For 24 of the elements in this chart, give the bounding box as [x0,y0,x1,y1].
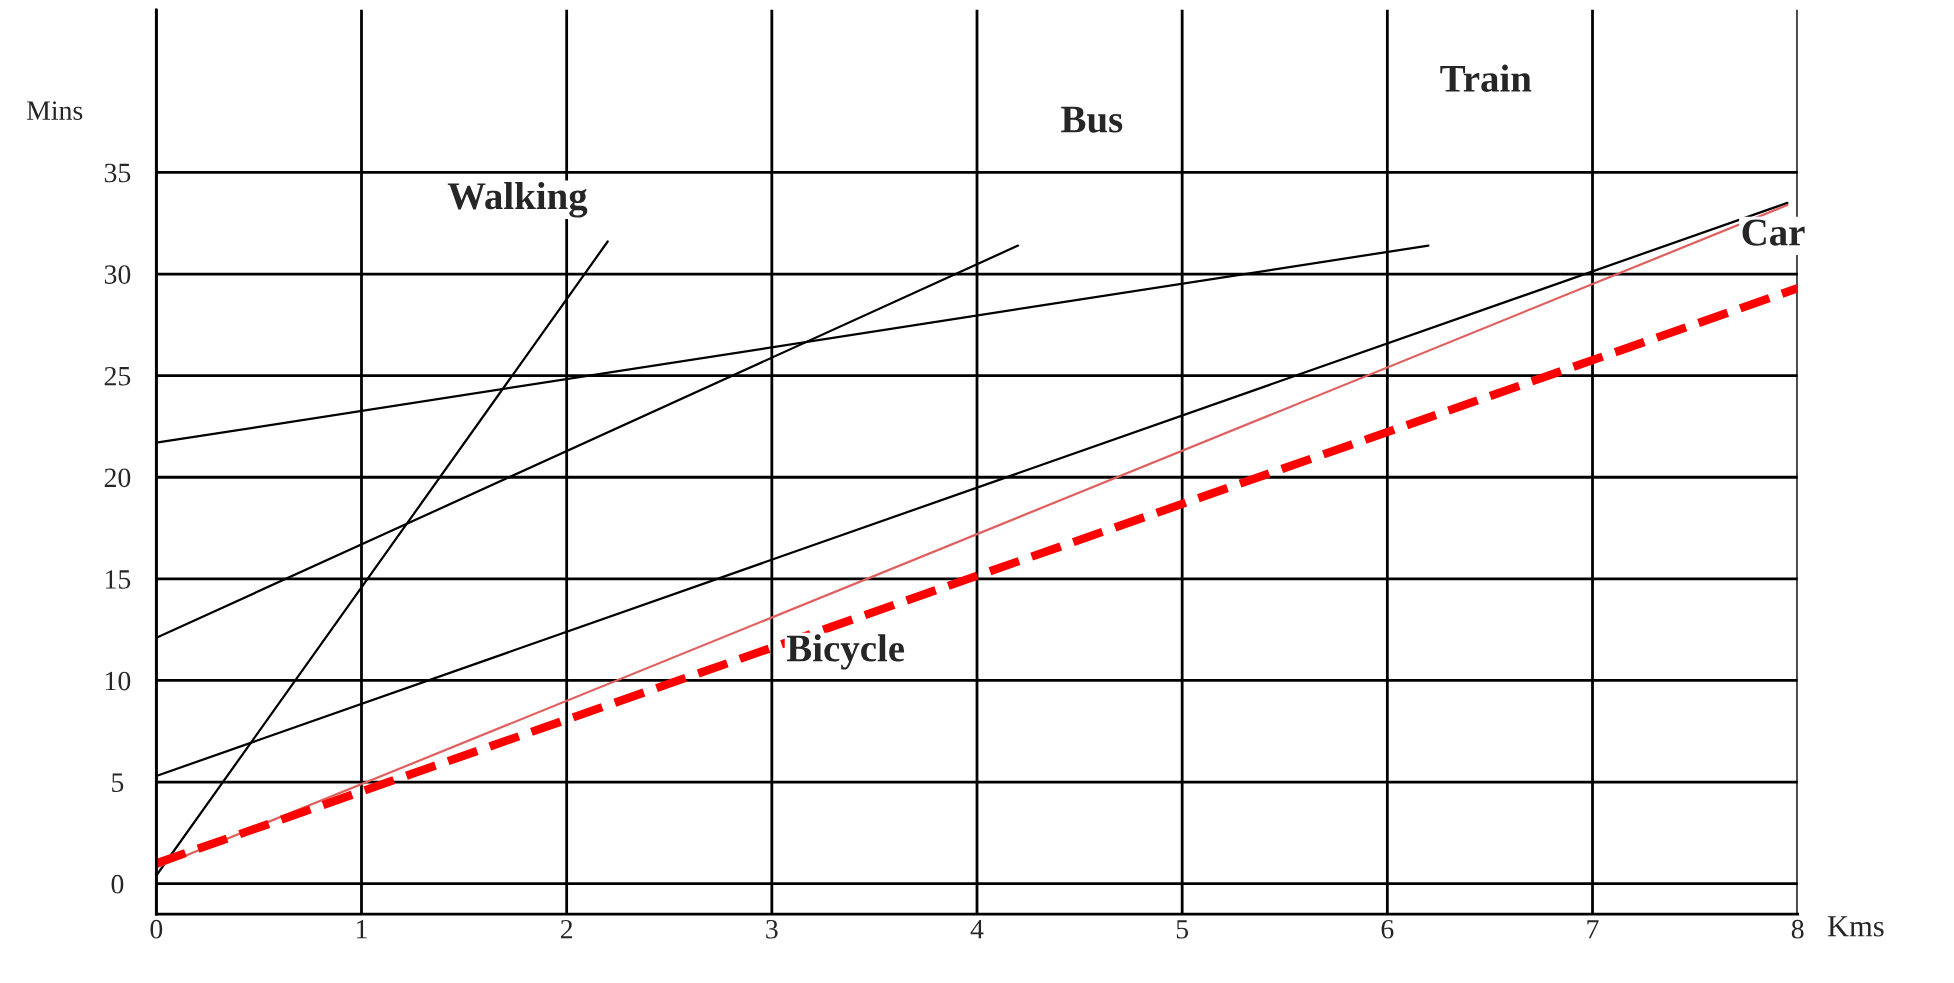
y-tick-label: 0 [111,874,124,894]
x-tick-label: 7 [1587,920,1599,939]
annotation: Bus [1061,106,1123,133]
x-tick-label: 2 [560,919,573,939]
y-tick-label: 30 [104,265,131,284]
x-tick-label: 4 [970,920,984,939]
annotation: Walking [447,181,588,218]
x-tick-label: 1 [356,919,367,939]
y-tick-label: 35 [104,163,131,183]
x-tick-label: 3 [766,919,778,939]
y-tick-label: 5 [112,773,124,792]
y-tick-label: 15 [105,570,131,589]
y-tick-label: 10 [105,671,131,691]
x-tick-label: 5 [1176,920,1189,939]
y-tick-label: 25 [104,366,131,386]
annotation: Car [1742,219,1805,246]
annotation: Train [1440,64,1532,92]
x-axis-title: Kms [1827,916,1884,937]
annotation: Bicycle [786,634,905,670]
x-tick-label: 0 [150,919,163,939]
x-tick-label: 6 [1381,919,1394,939]
y-axis-title: Mins [26,101,83,120]
y-tick-label: 20 [104,468,131,488]
x-tick-label: 8 [1791,919,1804,939]
